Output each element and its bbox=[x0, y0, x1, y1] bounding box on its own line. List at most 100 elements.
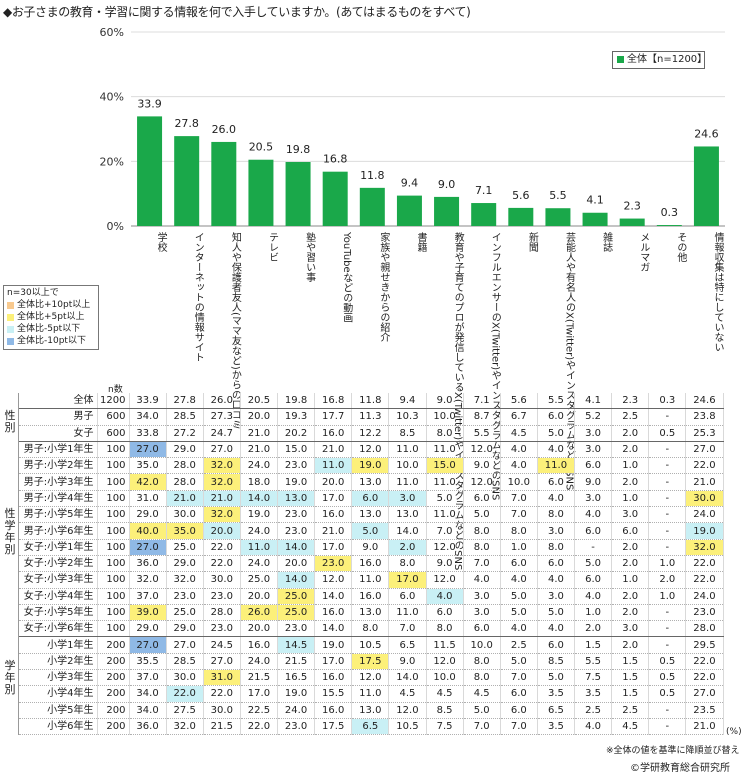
table-cell: 13.0 bbox=[388, 506, 427, 524]
table-cell: 11.5 bbox=[426, 636, 464, 654]
row-n: 100 bbox=[97, 490, 130, 508]
table-row: 小学3年生 200 37.0 30.0 31.0 21.5 16.5 16.0 12.0 14.0… bbox=[0, 669, 724, 687]
table-cell: 17.5 bbox=[351, 653, 390, 671]
table-cell: 21.0 bbox=[685, 473, 724, 491]
table-cell: 9.0 bbox=[463, 457, 501, 475]
table-cell: 1.0 bbox=[611, 457, 650, 475]
table-cell: 21.0 bbox=[314, 522, 353, 540]
row-label: 男子:小学1年生 bbox=[18, 441, 98, 459]
row-n: 1200 bbox=[97, 393, 130, 410]
side-cell bbox=[0, 653, 19, 670]
table-cell: 23.0 bbox=[277, 506, 316, 524]
table-cell: 33.8 bbox=[129, 425, 167, 442]
side-cell bbox=[0, 702, 19, 719]
table-cell: 13.0 bbox=[351, 473, 390, 491]
table-cell: 33.9 bbox=[129, 393, 167, 410]
table-cell: 2.0 bbox=[388, 539, 427, 556]
table-cell: 28.0 bbox=[203, 604, 241, 622]
table-cell: 23.8 bbox=[685, 408, 724, 426]
row-n: 200 bbox=[97, 653, 130, 671]
bar bbox=[285, 161, 311, 226]
table-cell: 5.5 bbox=[537, 393, 576, 410]
table-cell: 16.0 bbox=[314, 506, 353, 524]
table-cell: 28.0 bbox=[685, 620, 724, 638]
bar-chart: 0% 20% 40% 60% 33.9 27.8 26.0 20.5 19.8 16.8 11.8 9… bbox=[100, 26, 725, 233]
table-cell: 19.8 bbox=[277, 393, 316, 410]
table-cell: 23.0 bbox=[203, 620, 241, 638]
table-cell: 8.0 bbox=[463, 653, 501, 671]
table-cell: 10.0 bbox=[500, 473, 538, 491]
table-cell: 4.0 bbox=[537, 620, 576, 638]
category-label: YouTubeなどの動画 bbox=[340, 232, 352, 323]
table-cell: 23.0 bbox=[277, 522, 316, 540]
table-cell: - bbox=[648, 490, 687, 508]
y-tick-label: 40% bbox=[100, 91, 124, 104]
bar bbox=[137, 116, 163, 226]
table-cell: 5.0 bbox=[500, 604, 538, 622]
row-label: 女子:小学4年生 bbox=[18, 588, 98, 605]
bar-value-label: 27.8 bbox=[174, 117, 199, 130]
table-cell: 24.0 bbox=[240, 653, 279, 671]
table-cell: 24.0 bbox=[240, 457, 279, 475]
bar-value-label: 0.3 bbox=[661, 206, 679, 219]
table-cell: 6.0 bbox=[611, 522, 650, 540]
table-cell: 19.3 bbox=[277, 408, 316, 426]
table-cell: 4.1 bbox=[574, 393, 613, 410]
table-cell: 16.8 bbox=[314, 393, 353, 410]
table-cell: 37.0 bbox=[129, 669, 167, 687]
row-label: 女子:小学2年生 bbox=[18, 555, 98, 573]
table-cell: 25.0 bbox=[277, 604, 316, 622]
category-label: 家族や親せきからの紹介 bbox=[377, 232, 389, 342]
table-cell: 7.1 bbox=[463, 393, 501, 410]
table-cell: 2.0 bbox=[611, 539, 650, 556]
row-n: 100 bbox=[97, 441, 130, 459]
table-cell: 8.0 bbox=[463, 522, 501, 540]
table-cell: 24.0 bbox=[685, 506, 724, 524]
table-cell: 24.7 bbox=[203, 425, 241, 442]
table-cell: 12.0 bbox=[388, 702, 427, 719]
table-cell: 22.0 bbox=[685, 669, 724, 687]
sig-up5-swatch bbox=[7, 314, 14, 321]
table-cell: 6.0 bbox=[574, 457, 613, 475]
table-cell: 8.5 bbox=[426, 702, 464, 719]
table-cell: 8.0 bbox=[426, 425, 464, 442]
side-cell bbox=[0, 604, 19, 621]
table-cell: 17.5 bbox=[314, 718, 353, 736]
table-cell: 23.0 bbox=[166, 588, 204, 605]
row-n: 100 bbox=[97, 604, 130, 622]
table-cell: 6.0 bbox=[500, 555, 538, 573]
table-cell: 21.5 bbox=[203, 718, 241, 736]
bar-value-label: 5.5 bbox=[549, 189, 567, 202]
bar bbox=[545, 208, 571, 226]
table-cell: 32.0 bbox=[685, 539, 724, 556]
table-cell: 13.0 bbox=[351, 702, 390, 719]
table-cell: 22.0 bbox=[203, 539, 241, 556]
table-cell: 4.0 bbox=[500, 441, 538, 459]
bar bbox=[174, 136, 200, 226]
bar bbox=[471, 203, 497, 226]
table-cell: 28.0 bbox=[166, 457, 204, 475]
table-cell: 21.0 bbox=[240, 425, 279, 442]
table-cell: 24.0 bbox=[685, 588, 724, 605]
table-cell: 4.5 bbox=[463, 685, 501, 703]
table-cell: 21.5 bbox=[240, 669, 279, 687]
table-cell: 7.5 bbox=[574, 669, 613, 687]
table-cell: - bbox=[648, 604, 687, 622]
legend: 全体【n=1200】 bbox=[612, 51, 707, 69]
table-cell: 29.0 bbox=[166, 620, 204, 638]
table-cell: 15.0 bbox=[277, 441, 316, 459]
significance-legend: n=30以上で 全体比+10pt以上 全体比+5pt以上 全体比-5pt以下 全… bbox=[3, 285, 99, 350]
table-cell: 6.0 bbox=[500, 702, 538, 719]
table-cell: 27.0 bbox=[129, 441, 167, 459]
side-cell bbox=[0, 555, 19, 572]
table-cell: 29.0 bbox=[166, 441, 204, 459]
table-cell: 6.0 bbox=[537, 636, 576, 654]
crosstab-table: 全体 1200 33.9 27.8 26.0 20.5 19.8 16.8 11.8 9.4 9.0… bbox=[0, 393, 724, 736]
table-row: 小学4年生 200 34.0 22.0 22.0 17.0 19.0 15.5 11.0 4.5 4… bbox=[0, 685, 724, 703]
bar bbox=[582, 212, 608, 226]
table-cell: 11.0 bbox=[388, 473, 427, 491]
row-n: 200 bbox=[97, 718, 130, 736]
category-label: 情報収集は特にしていない bbox=[712, 232, 723, 352]
table-cell: 13.0 bbox=[351, 604, 390, 622]
bar bbox=[693, 146, 719, 226]
